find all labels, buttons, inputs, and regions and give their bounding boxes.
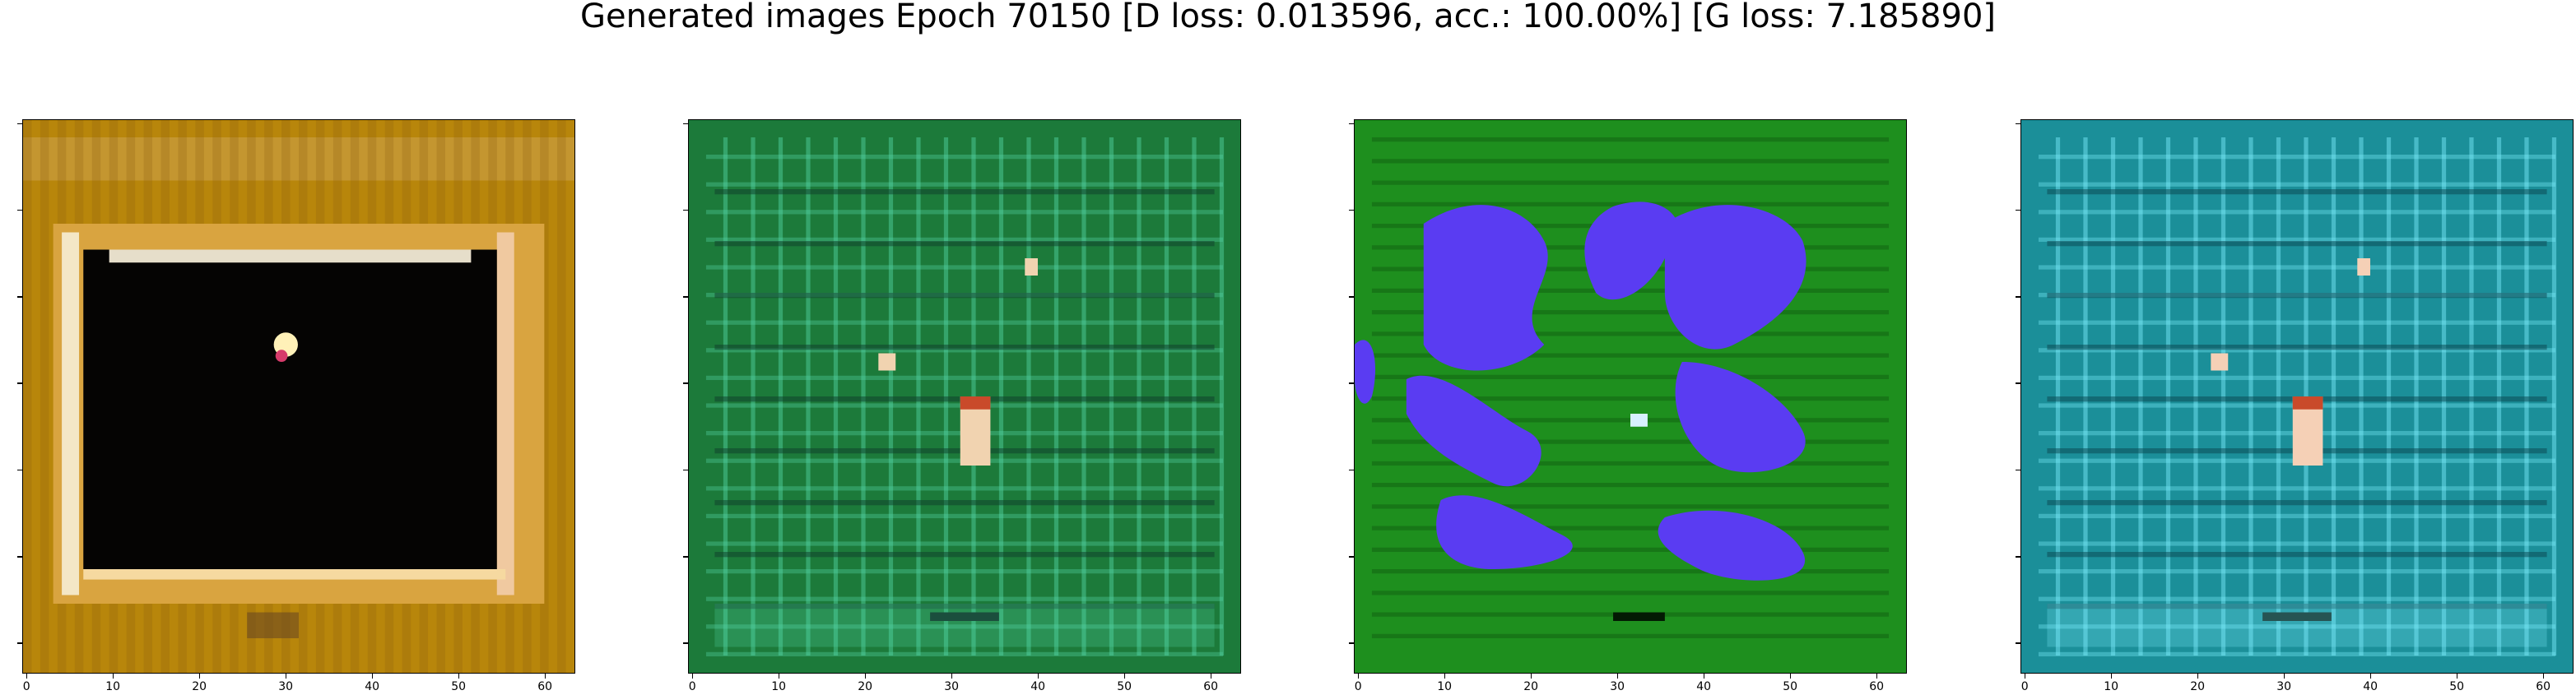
- x-tick-label: 50: [2449, 680, 2465, 693]
- x-tick-mark: [1616, 674, 1618, 679]
- y-tick-mark: [1349, 642, 1354, 644]
- generated-image-2-pixels: [689, 120, 1240, 673]
- x-tick-label: 20: [858, 680, 873, 693]
- x-tick-mark: [1210, 674, 1211, 679]
- x-tick-label: 60: [1869, 680, 1885, 693]
- x-tick-mark: [778, 674, 779, 679]
- x-tick-label: 40: [1696, 680, 1712, 693]
- generated-image-4-pixels: [2021, 120, 2573, 673]
- x-tick-mark: [458, 674, 459, 679]
- x-tick-label: 10: [2104, 680, 2119, 693]
- x-tick-label: 50: [451, 680, 467, 693]
- y-tick-mark: [1349, 469, 1354, 471]
- figure-title: Generated images Epoch 70150 [D loss: 0.…: [579, 0, 1997, 35]
- x-tick-mark: [2024, 674, 2025, 679]
- y-tick-mark: [17, 123, 22, 125]
- x-tick-mark: [2283, 674, 2285, 679]
- y-tick-mark: [2016, 382, 2020, 384]
- y-tick-mark: [17, 642, 22, 644]
- x-tick-mark: [544, 674, 546, 679]
- x-tick-label: 30: [278, 680, 294, 693]
- x-tick-label: 30: [1610, 680, 1625, 693]
- y-tick-mark: [1349, 209, 1354, 211]
- x-tick-label: 10: [1437, 680, 1453, 693]
- y-tick-mark: [17, 469, 22, 471]
- y-tick-mark: [17, 296, 22, 298]
- y-tick-mark: [1349, 556, 1354, 558]
- y-tick-mark: [1349, 123, 1354, 125]
- x-tick-mark: [951, 674, 952, 679]
- y-tick-mark: [683, 642, 688, 644]
- y-tick-mark: [17, 382, 22, 384]
- x-tick-label: 40: [1030, 680, 1046, 693]
- generated-image-4: [2020, 119, 2574, 674]
- x-tick-mark: [2369, 674, 2371, 679]
- x-tick-label: 20: [2190, 680, 2206, 693]
- x-tick-mark: [2542, 674, 2544, 679]
- x-tick-mark: [1123, 674, 1125, 679]
- generated-image-3-pixels: [1355, 120, 1906, 673]
- y-tick-mark: [2016, 556, 2020, 558]
- y-tick-mark: [2016, 642, 2020, 644]
- x-tick-mark: [1357, 674, 1359, 679]
- y-tick-mark: [683, 556, 688, 558]
- x-tick-label: 60: [537, 680, 553, 693]
- x-tick-mark: [371, 674, 373, 679]
- x-tick-label: 30: [2276, 680, 2292, 693]
- y-tick-mark: [2016, 209, 2020, 211]
- x-tick-mark: [26, 674, 27, 679]
- x-tick-mark: [1037, 674, 1039, 679]
- y-tick-mark: [17, 556, 22, 558]
- x-tick-mark: [864, 674, 866, 679]
- y-tick-mark: [683, 123, 688, 125]
- x-tick-mark: [112, 674, 114, 679]
- x-tick-mark: [1876, 674, 1877, 679]
- y-tick-mark: [2016, 469, 2020, 471]
- x-tick-mark: [1530, 674, 1532, 679]
- y-tick-mark: [1349, 296, 1354, 298]
- x-tick-label: 50: [1783, 680, 1798, 693]
- x-tick-label: 20: [192, 680, 207, 693]
- x-tick-label: 50: [1117, 680, 1132, 693]
- generated-image-1: [22, 119, 575, 674]
- x-tick-label: 10: [105, 680, 121, 693]
- x-tick-mark: [2110, 674, 2112, 679]
- y-tick-mark: [2016, 296, 2020, 298]
- x-tick-mark: [2197, 674, 2198, 679]
- x-tick-label: 60: [2536, 680, 2551, 693]
- y-tick-mark: [683, 469, 688, 471]
- y-tick-mark: [1349, 382, 1354, 384]
- y-tick-mark: [683, 382, 688, 384]
- x-tick-label: 60: [1203, 680, 1219, 693]
- x-tick-label: 40: [365, 680, 380, 693]
- generated-image-3: [1354, 119, 1907, 674]
- x-tick-label: 0: [688, 680, 696, 693]
- generated-image-2: [688, 119, 1241, 674]
- x-tick-label: 0: [1354, 680, 1362, 693]
- x-tick-mark: [1703, 674, 1704, 679]
- x-tick-label: 30: [944, 680, 960, 693]
- x-tick-label: 40: [2363, 680, 2378, 693]
- x-tick-mark: [198, 674, 200, 679]
- y-tick-mark: [683, 296, 688, 298]
- x-tick-mark: [691, 674, 693, 679]
- x-tick-label: 0: [22, 680, 30, 693]
- x-tick-mark: [1444, 674, 1445, 679]
- y-tick-mark: [17, 209, 22, 211]
- x-tick-mark: [2456, 674, 2457, 679]
- x-tick-mark: [285, 674, 286, 679]
- y-tick-mark: [2016, 123, 2020, 125]
- y-tick-mark: [683, 209, 688, 211]
- x-tick-mark: [1789, 674, 1791, 679]
- x-tick-label: 20: [1523, 680, 1539, 693]
- x-tick-label: 0: [2020, 680, 2029, 693]
- x-tick-label: 10: [771, 680, 787, 693]
- generated-image-1-pixels: [23, 120, 574, 673]
